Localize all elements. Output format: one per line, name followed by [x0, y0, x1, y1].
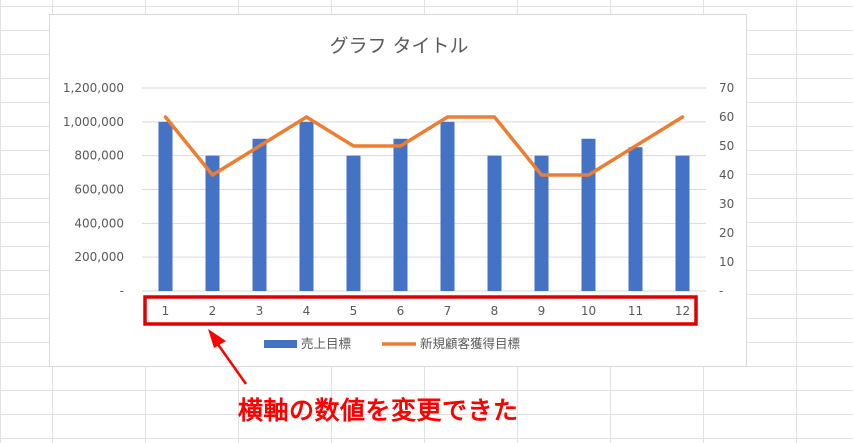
x-axis-tick-label: 12 [675, 304, 690, 318]
line-series[interactable] [163, 115, 685, 177]
bar[interactable] [440, 121, 455, 291]
bar[interactable] [393, 138, 408, 291]
left-axis-tick-label: - [120, 284, 124, 298]
bar[interactable] [534, 155, 549, 291]
x-axis-tick-label: 4 [303, 304, 311, 318]
right-axis-tick-label: 10 [719, 255, 734, 269]
x-axis-tick-label: 9 [538, 304, 546, 318]
legend-swatch-bar [264, 340, 297, 348]
legend[interactable]: 売上目標 新規顧客獲得目標 [264, 336, 521, 351]
x-axis-tick-label: 6 [397, 304, 405, 318]
bar[interactable] [487, 155, 502, 291]
left-axis-tick-label: 200,000 [74, 250, 124, 264]
left-axis-tick-label: 1,000,000 [63, 115, 124, 129]
right-axis-tick-label: 40 [719, 168, 734, 182]
left-axis-tick-label: 600,000 [74, 183, 124, 197]
bar-series[interactable] [158, 121, 690, 291]
left-axis-tick-labels: - 200,000 400,000 600,000 800,000 1,000,000 1,… [63, 81, 124, 298]
x-axis-tick-label: 3 [256, 304, 264, 318]
right-axis-tick-label: 70 [719, 81, 734, 95]
x-axis-tick-label: 1 [162, 304, 170, 318]
x-axis-tick-label: 7 [444, 304, 452, 318]
bar[interactable] [628, 147, 643, 291]
gridlines [142, 87, 706, 292]
x-axis-tick-label: 10 [581, 304, 596, 318]
legend-label-line: 新規顧客獲得目標 [420, 336, 521, 351]
bar[interactable] [581, 138, 596, 291]
left-axis-tick-label: 1,200,000 [63, 81, 124, 95]
x-axis-tick-label: 5 [350, 304, 358, 318]
x-axis-tick-label: 11 [628, 304, 643, 318]
x-axis-tick-label: 2 [209, 304, 217, 318]
annotation-caption: 横軸の数値を変更できた [238, 396, 519, 425]
bar[interactable] [158, 121, 173, 291]
right-axis-tick-label: - [719, 284, 723, 298]
x-axis-tick-label: 8 [491, 304, 499, 318]
chart-area[interactable]: グラフ タイトル - 200,000 400,000 600,000 800,000 1,… [49, 14, 747, 367]
right-axis-tick-label: 20 [719, 226, 734, 240]
right-axis-tick-labels: - 10 20 30 40 50 60 70 [719, 81, 734, 298]
left-axis-tick-label: 400,000 [74, 216, 124, 230]
legend-label-bar: 売上目標 [301, 336, 352, 351]
chart-svg: グラフ タイトル - 200,000 400,000 600,000 800,000 1,… [63, 35, 734, 351]
bar[interactable] [252, 138, 267, 291]
bar[interactable] [675, 155, 690, 291]
left-axis-tick-label: 800,000 [74, 149, 124, 163]
line-series-path[interactable] [163, 115, 685, 177]
right-axis-tick-label: 30 [719, 197, 734, 211]
chart-title[interactable]: グラフ タイトル [329, 35, 468, 57]
right-axis-tick-label: 60 [719, 110, 734, 124]
right-axis-tick-label: 50 [719, 139, 734, 153]
bar[interactable] [205, 155, 220, 291]
bar[interactable] [346, 155, 361, 291]
x-axis-tick-labels[interactable]: 1 2 3 4 5 6 7 8 9 10 11 12 [162, 304, 690, 318]
bar[interactable] [299, 121, 314, 291]
